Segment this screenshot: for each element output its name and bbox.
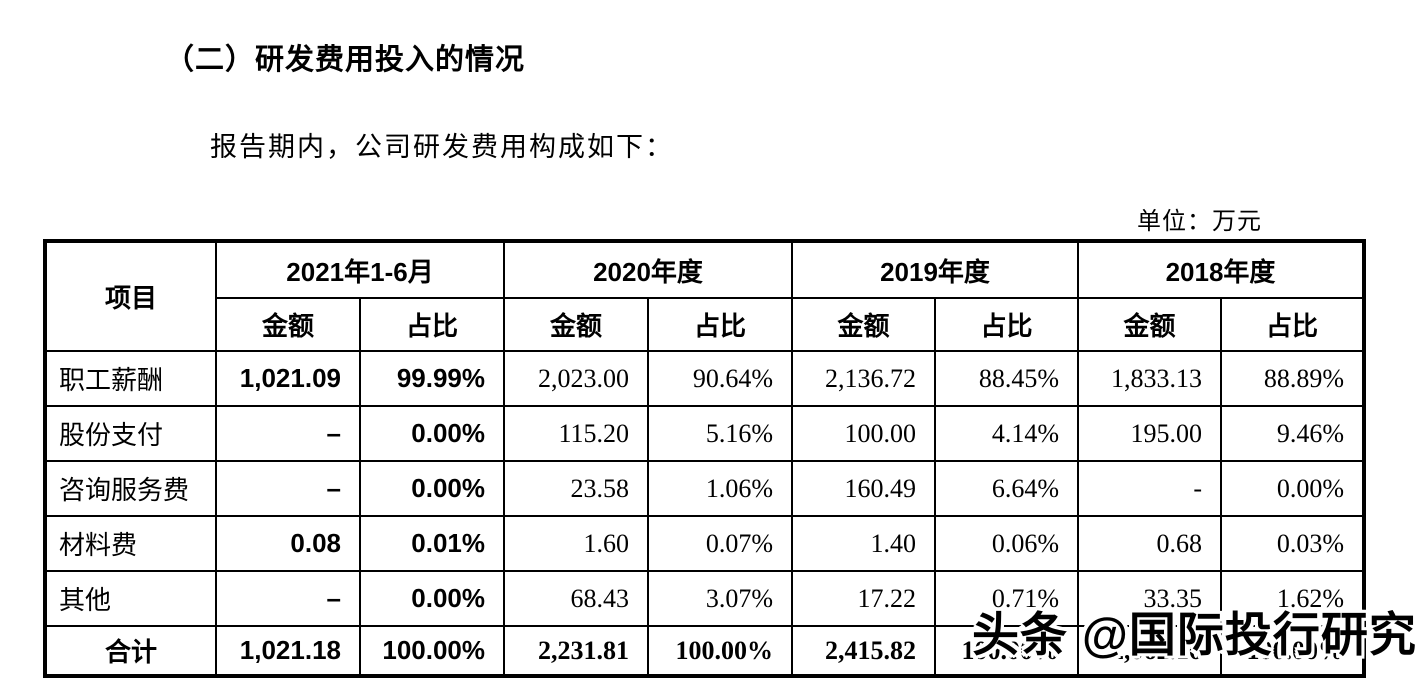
table-row-share-payment: 股份支付 – 0.00% 115.20 5.16% 100.00 4.14% 1…: [44, 405, 1366, 462]
table-cell: 160.49: [791, 460, 937, 517]
table-cell: 0.00%: [358, 405, 506, 462]
section-heading: （二）研发费用投入的情况: [165, 44, 526, 76]
table-cell: 1,021.18: [215, 625, 361, 677]
table-cell: 1.06%: [647, 460, 794, 517]
total-row-label: 合计: [44, 625, 217, 677]
col-header-amount: 金额: [791, 297, 937, 352]
table-cell: 90.64%: [647, 350, 794, 407]
table-cell: 0.00%: [358, 460, 506, 517]
table-cell: –: [215, 405, 361, 462]
table-row-total: 合计 1,021.18 100.00% 2,231.81 100.00% 2,4…: [44, 625, 1366, 677]
table-cell: 17.22: [791, 570, 937, 627]
col-header-period-2018: 2018年度: [1077, 240, 1366, 299]
table-cell: 0.00%: [358, 570, 506, 627]
table-cell: 3.07%: [647, 570, 794, 627]
table-cell: 23.58: [503, 460, 650, 517]
table-cell: 9.46%: [1220, 405, 1366, 462]
col-header-ratio: 占比: [358, 297, 506, 352]
table-cell: 100.00%: [647, 625, 794, 677]
row-label: 其他: [44, 570, 217, 627]
table-cell: 0.00%: [1220, 460, 1366, 517]
table-cell: 99.99%: [358, 350, 506, 407]
table-cell: 1,833.13: [1077, 350, 1223, 407]
col-header-ratio: 占比: [647, 297, 794, 352]
table-cell: 1.40: [791, 515, 937, 572]
table-cell: 100.00%: [358, 625, 506, 677]
col-header-amount: 金额: [1077, 297, 1223, 352]
table-cell: 0.03%: [1220, 515, 1366, 572]
row-label: 职工薪酬: [44, 350, 217, 407]
table-cell: 115.20: [503, 405, 650, 462]
watermark-text: 头条 @国际投行研究报告: [972, 608, 1416, 661]
table-cell: 88.45%: [934, 350, 1080, 407]
unit-label: 单位：万元: [1137, 209, 1262, 235]
table-row-material-fee: 材料费 0.08 0.01% 1.60 0.07% 1.40 0.06% 0.6…: [44, 515, 1366, 572]
table-cell: 100.00: [791, 405, 937, 462]
rd-expense-table: 项目 2021年1-6月 2020年度 2019年度 2018年度 金额 占比 …: [43, 239, 1367, 678]
table-cell: 195.00: [1077, 405, 1223, 462]
col-header-period-2019: 2019年度: [791, 240, 1080, 299]
table-cell: 68.43: [503, 570, 650, 627]
table-cell: -: [1077, 460, 1223, 517]
col-header-item: 项目: [44, 240, 217, 352]
table-cell: 2,136.72: [791, 350, 937, 407]
table-cell: 0.06%: [934, 515, 1080, 572]
col-header-period-2021: 2021年1-6月: [214, 240, 506, 299]
row-label: 股份支付: [44, 405, 217, 462]
table-row-staff-salary: 职工薪酬 1,021.09 99.99% 2,023.00 90.64% 2,1…: [44, 350, 1366, 407]
col-header-amount: 金额: [215, 297, 361, 352]
table-cell: –: [215, 460, 361, 517]
table-cell: 6.64%: [934, 460, 1080, 517]
table-row-consulting-fee: 咨询服务费 – 0.00% 23.58 1.06% 160.49 6.64% -…: [44, 460, 1366, 517]
table-cell: 5.16%: [647, 405, 794, 462]
intro-text: 报告期内，公司研发费用构成如下：: [210, 132, 674, 162]
table-cell: –: [215, 570, 361, 627]
col-header-amount: 金额: [503, 297, 650, 352]
table-cell: 2,023.00: [503, 350, 650, 407]
table-cell: 1,021.09: [215, 350, 361, 407]
col-header-period-2020: 2020年度: [503, 240, 794, 299]
row-label: 材料费: [44, 515, 217, 572]
col-header-ratio: 占比: [934, 297, 1080, 352]
table-row-other: 其他 – 0.00% 68.43 3.07% 17.22 0.71% 33.35…: [44, 570, 1366, 627]
table-cell: 0.68: [1077, 515, 1223, 572]
table-cell: 88.89%: [1220, 350, 1366, 407]
table-cell: 0.08: [215, 515, 361, 572]
col-header-ratio: 占比: [1220, 297, 1366, 352]
table-cell: 4.14%: [934, 405, 1080, 462]
table-cell: 33.35: [1077, 570, 1223, 627]
row-label: 咨询服务费: [44, 460, 217, 517]
table-cell: 0.07%: [647, 515, 794, 572]
table-cell: 2,231.81: [503, 625, 650, 677]
table-cell: 0.71%: [934, 570, 1080, 627]
table-cell: 1.62%: [1220, 570, 1366, 627]
table-cell: 1.60: [503, 515, 650, 572]
table-cell: 0.01%: [358, 515, 506, 572]
table-cell: 2,415.82: [791, 625, 937, 677]
